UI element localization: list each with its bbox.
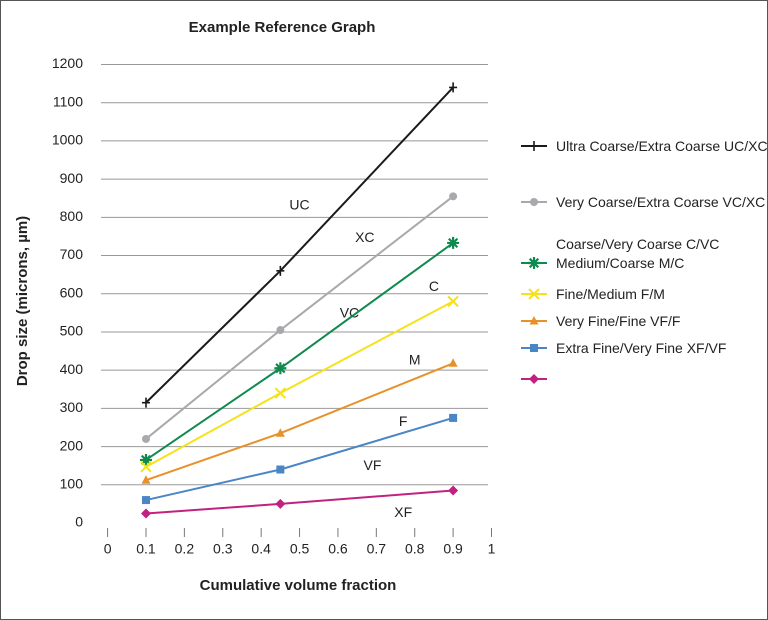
marker (448, 358, 458, 367)
x-axis-title: Cumulative volume fraction (200, 577, 397, 594)
legend-item (521, 288, 547, 300)
marker (141, 397, 150, 408)
marker (275, 498, 286, 509)
marker (141, 496, 150, 505)
x-tick-label: 0.3 (213, 541, 233, 557)
y-tick-label: 1100 (53, 93, 83, 109)
series-line (145, 195, 454, 440)
x-tick-label: 0 (104, 541, 112, 557)
legend-label: Extra Fine/Very Fine XF/VF (556, 339, 727, 356)
x-tick-label: 0.5 (290, 541, 310, 557)
marker (140, 508, 151, 519)
y-tick-label: 500 (60, 323, 84, 339)
legend-label: Fine/Medium F/M (556, 285, 665, 302)
y-tick-label: 300 (60, 399, 84, 415)
legend-marker (529, 374, 539, 384)
marker (276, 465, 285, 474)
marker (139, 453, 152, 466)
marker (448, 485, 459, 496)
legend-label: Medium/Coarse M/C (556, 254, 685, 271)
y-tick-label: 200 (60, 437, 84, 453)
legend-item (521, 257, 547, 269)
legend-label: Very Fine/Fine VF/F (556, 312, 681, 329)
x-tick-label: 0.1 (136, 541, 156, 557)
legend-label: Very Coarse/Extra Coarse VC/XC (556, 193, 766, 210)
series-line (145, 416, 454, 502)
region-label: M (409, 352, 421, 368)
y-axis-title: Drop size (microns, µm) (14, 216, 31, 386)
legend-marker (529, 316, 539, 325)
legend-marker (530, 141, 538, 151)
marker (275, 428, 285, 437)
chart-title: Example Reference Graph (189, 19, 376, 36)
region-label: VC (340, 304, 359, 320)
legend-item (521, 374, 547, 384)
marker (449, 192, 458, 201)
legend-label: Ultra Coarse/Extra Coarse UC/XC (556, 137, 768, 154)
marker (276, 265, 285, 276)
x-tick-label: 0.4 (251, 541, 271, 557)
marker (447, 295, 459, 308)
y-tick-label: 1200 (52, 55, 83, 71)
marker (141, 475, 151, 484)
y-tick-label: 400 (60, 361, 84, 377)
y-tick-label: 800 (60, 208, 84, 224)
legend-item (521, 198, 547, 206)
y-tick-label: 700 (60, 246, 84, 262)
y-tick-label: 600 (60, 284, 84, 300)
marker (449, 413, 458, 422)
marker (274, 387, 287, 399)
legend-marker (528, 288, 540, 300)
x-tick-label: 1 (488, 541, 496, 557)
legend-marker (528, 257, 540, 269)
marker (449, 82, 458, 93)
region-label: F (399, 413, 408, 429)
y-tick-label: 900 (60, 170, 84, 186)
x-tick-label: 0.6 (328, 541, 348, 557)
marker (140, 461, 152, 473)
marker (276, 326, 285, 335)
region-label: VF (364, 457, 382, 473)
region-label: XF (394, 504, 412, 520)
legend-item (521, 344, 547, 352)
y-tick-label: 100 (60, 475, 84, 491)
legend-marker (530, 344, 538, 352)
marker (141, 434, 150, 443)
region-label: XC (355, 229, 374, 245)
legend-label: Coarse/Very Coarse C/VC (556, 235, 720, 252)
region-label: UC (289, 197, 309, 213)
series-line (145, 300, 454, 468)
y-tick-label: 0 (75, 514, 83, 530)
legend-item (521, 141, 547, 151)
x-tick-label: 0.7 (367, 541, 387, 557)
marker (274, 362, 287, 375)
x-tick-label: 0.2 (175, 541, 195, 557)
region-label: C (429, 278, 439, 294)
y-tick-label: 1000 (52, 132, 83, 148)
marker (447, 236, 460, 249)
legend-marker (530, 198, 538, 206)
x-tick-label: 0.9 (443, 541, 463, 557)
legend-item (521, 316, 547, 325)
x-tick-label: 0.8 (405, 541, 425, 557)
